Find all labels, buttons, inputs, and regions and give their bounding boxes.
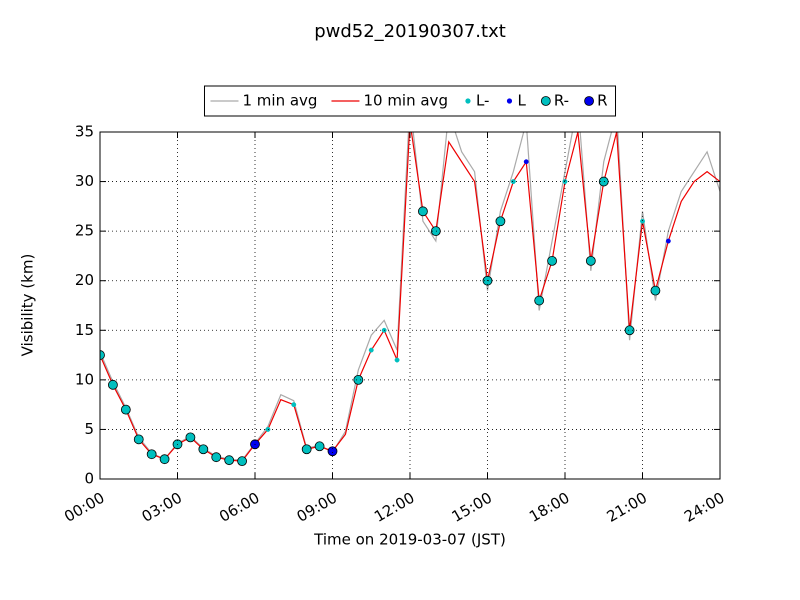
circle-marker <box>353 374 364 385</box>
y-tick-label: 15 <box>75 321 94 339</box>
x-tick-label: 18:00 <box>526 489 572 526</box>
y-tick-label: 30 <box>75 172 94 190</box>
y-axis-label: Visibility (km) <box>19 254 37 357</box>
circle-marker <box>547 255 557 266</box>
circle-marker <box>185 432 196 443</box>
plot-area <box>100 132 720 467</box>
legend-swatch <box>465 98 471 104</box>
dot-marker <box>665 238 671 244</box>
dot-marker <box>368 347 374 353</box>
y-tick-label: 35 <box>75 123 94 141</box>
plot-frame <box>99 131 721 480</box>
x-tick-label: 09:00 <box>294 489 340 526</box>
legend-label: L- <box>476 92 490 110</box>
y-tick-label: 0 <box>84 470 94 488</box>
series-line <box>100 132 720 461</box>
dot-marker <box>291 402 297 408</box>
circle-marker <box>211 452 222 463</box>
x-tick-label: 03:00 <box>139 489 185 526</box>
dot-marker <box>265 426 271 432</box>
x-tick-label: 00:00 <box>61 489 107 526</box>
circle-marker <box>224 455 235 466</box>
circle-marker <box>314 441 325 452</box>
x-tick-label: 21:00 <box>604 489 650 526</box>
y-tick-label: 10 <box>75 370 94 388</box>
dot-marker <box>394 357 400 363</box>
x-axis-label: Time on 2019-03-07 (JST) <box>313 531 506 549</box>
y-tick-label: 25 <box>75 222 94 240</box>
x-tick-label: 24:00 <box>681 489 727 526</box>
legend-label: R- <box>554 92 569 110</box>
dot-marker <box>510 179 516 185</box>
x-tick-label: 12:00 <box>371 489 417 526</box>
circle-marker <box>650 285 661 296</box>
y-tick-label: 5 <box>84 420 94 438</box>
circle-marker <box>301 444 312 455</box>
dot-marker <box>523 159 529 165</box>
circle-marker <box>159 454 170 465</box>
chart-title: pwd52_20190307.txt <box>314 21 506 42</box>
x-tick-label: 06:00 <box>216 489 262 526</box>
circle-marker <box>146 449 157 460</box>
legend-label: L <box>517 92 526 110</box>
circle-marker <box>327 446 338 457</box>
circle-marker <box>495 216 506 227</box>
legend-swatch <box>506 98 513 104</box>
x-tick-label: 15:00 <box>449 489 495 526</box>
circle-marker <box>100 350 105 360</box>
circle-marker <box>534 295 545 306</box>
legend-label: 1 min avg <box>242 92 317 110</box>
legend-swatch <box>540 96 551 106</box>
circle-marker <box>237 456 247 467</box>
circle-marker <box>624 325 635 336</box>
circle-marker <box>133 434 144 445</box>
legend-swatch <box>584 96 594 106</box>
circle-marker <box>585 255 596 266</box>
circle-marker <box>120 404 131 415</box>
legend-label: 10 min avg <box>363 92 448 110</box>
circle-marker <box>198 444 209 455</box>
legend-label: R <box>597 92 607 110</box>
y-tick-label: 20 <box>75 271 94 289</box>
circle-marker <box>108 379 118 390</box>
dot-marker <box>640 218 645 224</box>
circle-marker <box>418 206 428 217</box>
